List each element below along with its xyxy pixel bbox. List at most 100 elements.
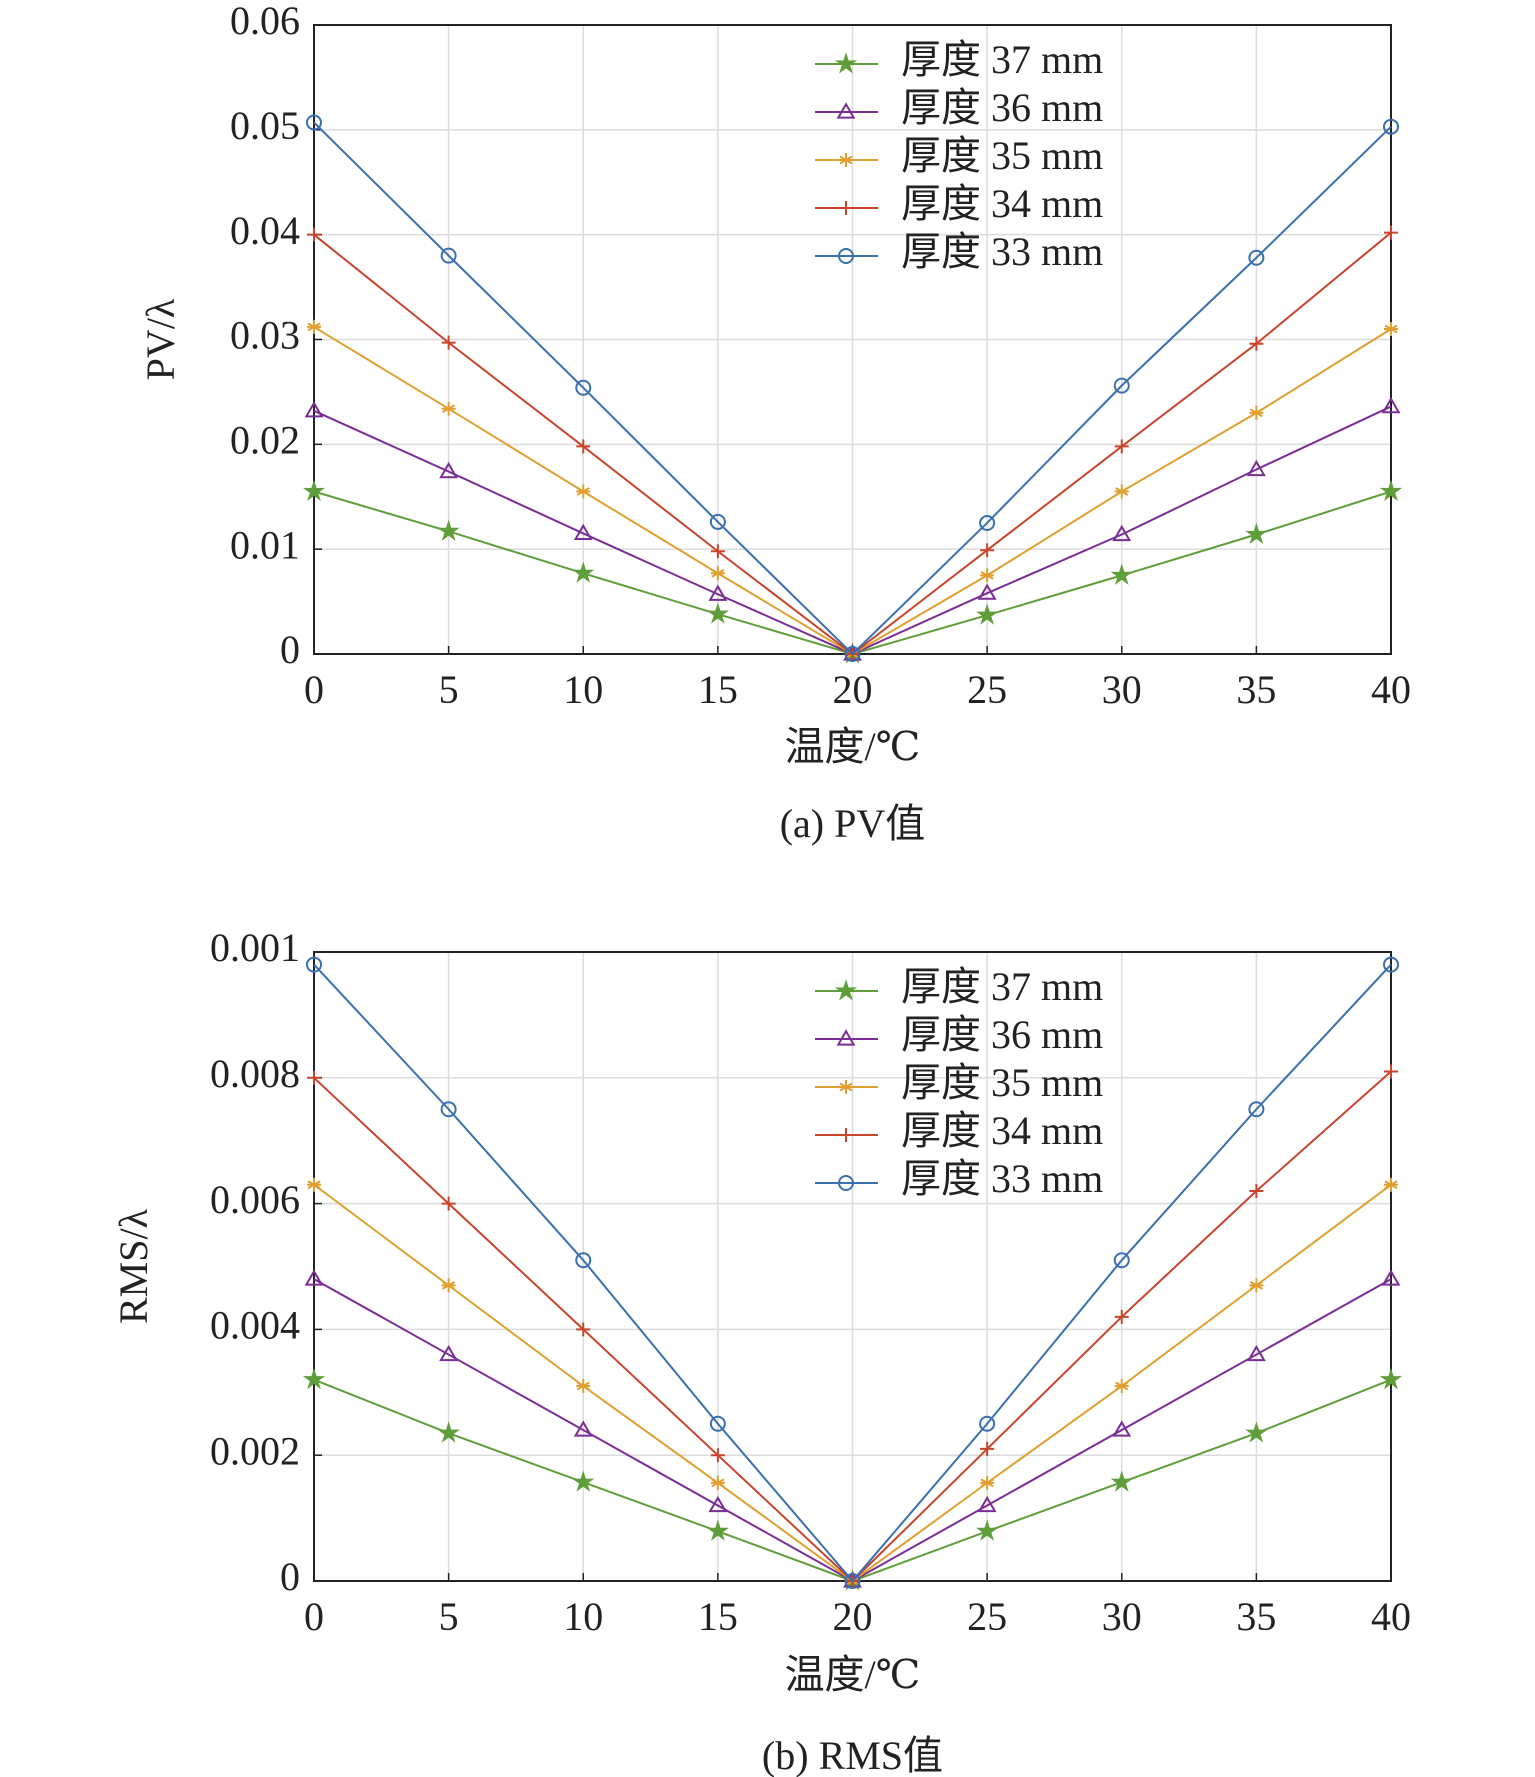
legend-label: 厚度 36 mm — [901, 85, 1103, 130]
marker — [979, 514, 996, 531]
x-tick-label: 10 — [563, 667, 603, 712]
marker — [306, 956, 322, 973]
x-tick-label: 0 — [304, 1594, 324, 1639]
y-tick-label: 0.05 — [230, 103, 300, 148]
marker — [1245, 1421, 1268, 1443]
y-tick-label: 0 — [280, 627, 300, 672]
marker — [572, 561, 595, 583]
x-tick-label: 25 — [967, 1594, 1007, 1639]
y-tick-label: 0.01 — [230, 522, 300, 567]
marker — [1112, 524, 1132, 542]
marker — [977, 1495, 997, 1513]
x-tick-label: 10 — [563, 1594, 603, 1639]
legend-label: 厚度 35 mm — [901, 1060, 1103, 1105]
x-tick-label: 40 — [1371, 1594, 1411, 1639]
series-line — [313, 121, 1392, 656]
marker — [304, 1269, 324, 1286]
marker — [1248, 249, 1265, 266]
marker — [439, 461, 459, 479]
marker — [1381, 396, 1401, 414]
marker — [307, 227, 321, 242]
marker — [709, 513, 726, 530]
marker — [980, 1441, 995, 1456]
y-tick-label: 0.001 — [210, 925, 300, 970]
x-axis-label: 温度/℃ — [785, 724, 921, 769]
marker — [709, 1415, 726, 1432]
marker — [1384, 322, 1398, 337]
marker — [979, 1415, 996, 1432]
marker — [844, 1573, 861, 1589]
marker — [307, 1177, 321, 1192]
marker — [440, 247, 457, 264]
marker — [439, 1344, 459, 1362]
marker — [1383, 118, 1399, 135]
x-tick-label: 25 — [967, 667, 1007, 712]
marker — [306, 114, 322, 131]
legend-marker — [834, 979, 858, 1001]
legend-label: 厚度 36 mm — [901, 1012, 1103, 1057]
y-tick-label: 0 — [280, 1554, 300, 1599]
marker — [572, 1470, 595, 1492]
marker — [710, 1475, 725, 1490]
marker — [307, 319, 321, 334]
legend-marker — [838, 1175, 854, 1191]
marker — [1249, 1184, 1264, 1199]
x-tick-label: 15 — [698, 667, 738, 712]
x-tick-label: 0 — [304, 667, 324, 712]
marker — [844, 646, 861, 662]
y-tick-label: 0.002 — [210, 1428, 300, 1473]
legend-marker — [838, 248, 854, 264]
marker — [1384, 1064, 1398, 1079]
x-tick-label: 35 — [1236, 1594, 1276, 1639]
marker — [304, 401, 324, 418]
legend-marker — [836, 1029, 856, 1046]
marker — [710, 544, 725, 559]
marker — [573, 523, 593, 541]
marker — [1110, 563, 1133, 585]
y-tick-label: 0.008 — [210, 1051, 300, 1096]
x-tick-label: 30 — [1102, 667, 1142, 712]
y-tick-label: 0.02 — [230, 418, 300, 463]
x-tick-label: 20 — [833, 667, 873, 712]
marker — [1379, 479, 1403, 501]
marker — [1113, 1252, 1130, 1269]
marker — [706, 1519, 730, 1541]
marker — [575, 379, 592, 396]
marker — [437, 1421, 460, 1443]
marker — [1245, 522, 1268, 544]
marker — [1110, 1470, 1133, 1492]
x-tick-label: 20 — [833, 1594, 873, 1639]
legend-marker — [834, 52, 858, 74]
marker — [1114, 1309, 1129, 1324]
marker — [307, 1070, 321, 1085]
legend-marker — [839, 153, 853, 167]
y-tick-label: 0.004 — [210, 1303, 300, 1348]
marker — [980, 568, 995, 583]
marker — [1112, 1420, 1132, 1437]
marker — [708, 584, 728, 601]
x-tick-label: 35 — [1236, 667, 1276, 712]
legend-marker — [839, 201, 853, 215]
marker — [1249, 405, 1264, 420]
marker — [441, 335, 456, 350]
marker — [1381, 1269, 1401, 1286]
legend-marker — [839, 1080, 853, 1094]
y-tick-label: 0.03 — [230, 313, 300, 358]
legend-label: 厚度 34 mm — [901, 1108, 1103, 1153]
marker — [706, 602, 730, 624]
series-line — [313, 963, 1392, 1583]
marker — [1384, 225, 1398, 240]
marker — [1246, 1344, 1266, 1362]
marker — [441, 401, 456, 416]
x-tick-label: 40 — [1371, 667, 1411, 712]
x-tick-label: 5 — [439, 667, 459, 712]
marker — [302, 479, 326, 501]
marker — [441, 1196, 456, 1211]
marker — [437, 519, 460, 541]
marker — [576, 1322, 591, 1337]
marker — [576, 439, 591, 454]
marker — [975, 1519, 999, 1541]
marker — [302, 1368, 326, 1390]
